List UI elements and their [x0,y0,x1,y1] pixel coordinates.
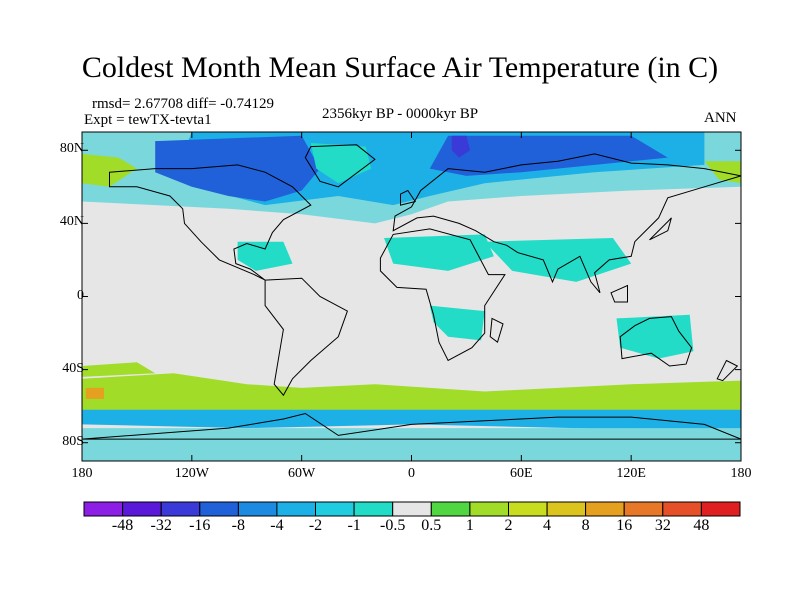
colorbar-label: -16 [189,517,211,534]
colorbar-box [700,501,741,517]
eurasia-coast [392,153,742,294]
australia-coast [619,316,693,367]
deep-blue-siberia-region [451,135,471,158]
colorbar-box [83,501,124,517]
axis-ticks [81,132,742,461]
season-label: ANN [704,110,737,126]
colorbar-label: -0.5 [380,517,406,534]
lon-label: 180 [730,466,752,481]
new-zealand-coast [716,359,739,382]
lon-label: 60W [288,466,316,481]
colorbar-label: 32 [654,517,671,534]
colorbar-box [469,501,509,517]
pale-teal-antarctica-region [82,428,741,461]
colorbar-box [315,501,355,517]
lon-label: 60E [510,466,533,481]
antarctica-coast [81,412,742,440]
colorbar-box [160,501,201,517]
colorbar-box [508,501,548,517]
colorbar-box [237,501,278,517]
anomaly-fields [82,132,741,461]
colorbar-label: -2 [308,517,323,534]
colorbar-box [276,501,316,517]
lon-label: 0 [408,466,415,481]
colorbar-label: 1 [465,517,474,534]
lat-label: 40S [62,360,84,376]
british-isles-coast [400,189,417,206]
colorbar-label: -4 [270,517,284,534]
colorbar-label: -48 [111,517,134,534]
borneo-coast [610,284,628,303]
lon-label: 120W [174,466,209,481]
colorbar-label: 2 [504,517,513,534]
north-america-coast [109,164,312,281]
colorbar-box [662,501,702,517]
teal-indian-region [484,238,632,282]
colorbar-label: -1 [347,517,361,534]
teal-sahara-region [384,234,494,271]
colorbar-box [353,501,394,517]
colorbar-box [546,501,587,517]
period-label: 2356kyr BP - 0000kyr BP [322,106,479,122]
lon-label: 180 [71,466,93,481]
africa-coast [379,228,506,362]
yellow-south-pacific-region [82,373,741,418]
lat-label: 80N [59,141,84,157]
south-america-coast [264,277,349,397]
greenland-coast [304,144,376,188]
colorbar-label: 48 [693,517,710,534]
experiment-label: Expt = tewTX-tevta1 [84,112,212,128]
blue-eurasia-region [429,135,668,176]
colorbar-box [122,501,162,517]
lat-label: 40N [59,214,84,230]
colorbar-label: 16 [616,517,633,534]
colorbar-label: 4 [543,517,552,534]
lat-label: 80S [62,433,84,449]
colorbar-box [430,501,471,517]
japan-coast [649,217,672,241]
colorbar-label: 8 [581,517,590,534]
teal-central-america-region [237,241,293,271]
lon-label: 120E [616,466,646,481]
colorbar-label: -32 [150,517,172,534]
cyan-southern-ocean-region [82,409,741,432]
colorbar-box [623,501,664,517]
rmsd-stats: rmsd= 2.67708 diff= -0.74129 [92,96,275,112]
colorbar-label: 0.5 [421,517,442,534]
colorbar-box [199,501,239,517]
orange-east-asia-region [85,387,104,399]
teal-southern-africa-region [429,305,485,341]
page-title: Coldest Month Mean Surface Air Temperatu… [81,51,719,84]
yellow-alaska-region [82,153,137,187]
colorbar-box [585,501,625,517]
coastlines [81,144,742,440]
colorbar-box [392,501,432,517]
lat-label: 0 [77,287,84,303]
colorbar-label: -8 [231,517,245,534]
blue-north-america-region [155,135,320,202]
yellow-southwest-pacific-region [82,362,156,377]
madagascar-coast [489,317,504,344]
